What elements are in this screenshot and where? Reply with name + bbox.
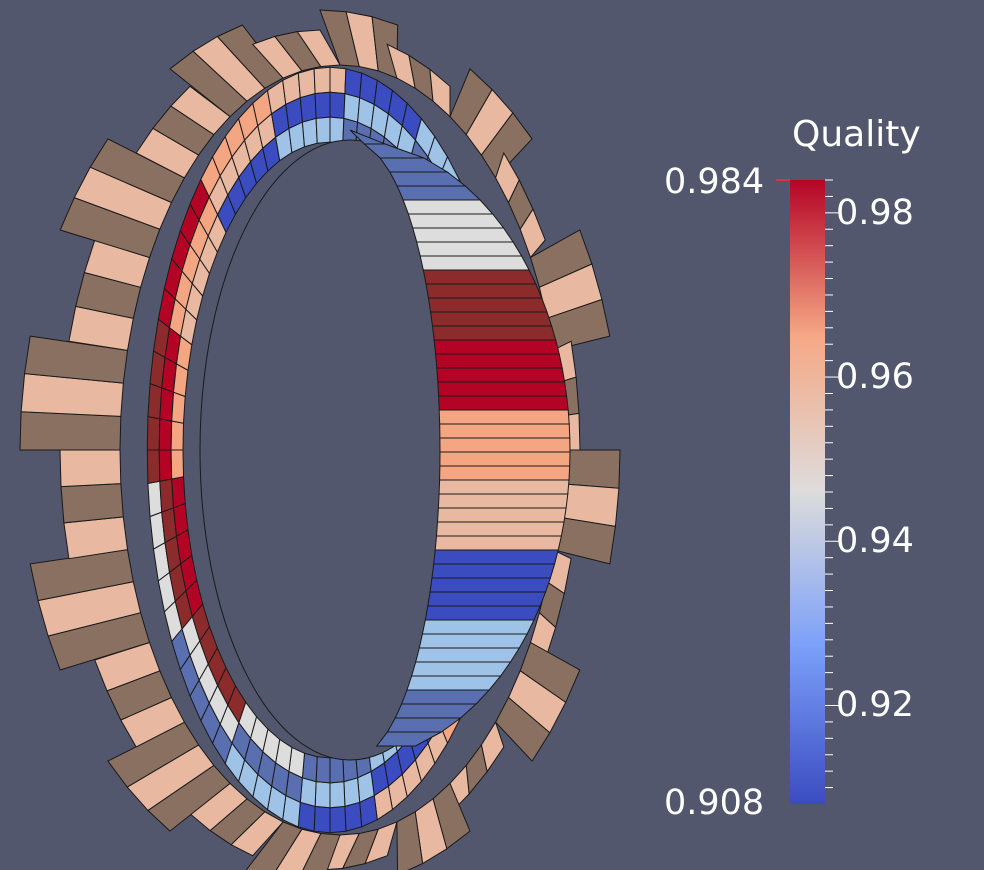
inner-surface-band xyxy=(375,731,442,747)
range-min-label: 0.908 xyxy=(664,783,765,823)
tick-label-1: 0.96 xyxy=(836,357,914,397)
color-bar xyxy=(790,180,825,804)
range-max-label: 0.984 xyxy=(664,162,765,202)
tick-label-0: 0.98 xyxy=(836,193,914,233)
tick-label-3: 0.92 xyxy=(836,685,914,725)
tick-label-2: 0.94 xyxy=(836,521,914,561)
scalar-bar-title: Quality xyxy=(792,114,921,155)
tick-marks xyxy=(825,179,839,789)
